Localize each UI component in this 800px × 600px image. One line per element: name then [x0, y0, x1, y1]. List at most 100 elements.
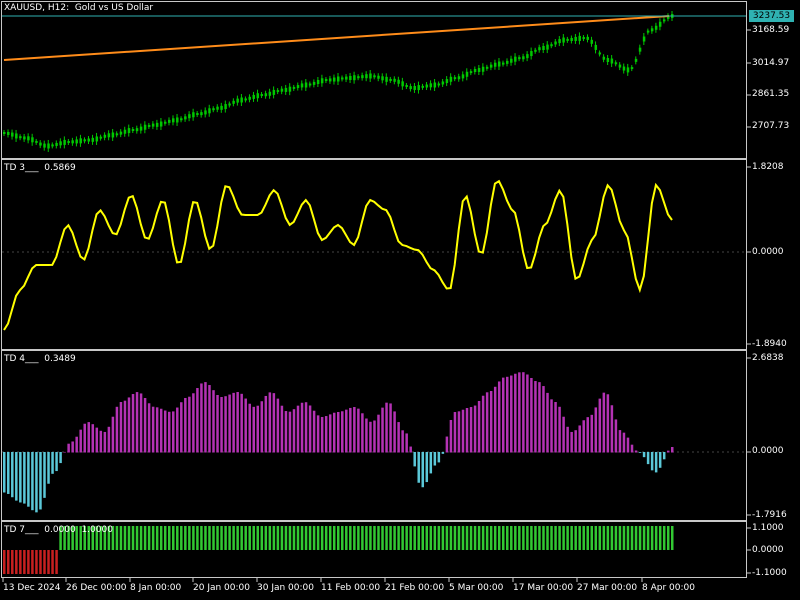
price-candle [320, 78, 324, 84]
td4-histogram-bar [421, 452, 425, 488]
price-candle [594, 44, 598, 50]
td4-histogram-bar [489, 391, 493, 453]
td7-histogram-bar [252, 526, 255, 550]
td7-histogram-bar [662, 526, 666, 550]
td7-indicator-pane[interactable] [1, 521, 747, 578]
td7-histogram-bar [320, 526, 324, 550]
td7-histogram-bar [493, 526, 497, 550]
td7-histogram-bar [534, 526, 537, 550]
td7-histogram-bar [31, 550, 34, 574]
td4-histogram-bar [131, 394, 135, 453]
td7-histogram-bar [127, 526, 131, 550]
td4-histogram-bar [228, 394, 231, 453]
price-candle [457, 76, 461, 80]
td7-histogram-bar [43, 550, 46, 574]
price-candle [445, 79, 449, 84]
td7-histogram-bar [184, 526, 187, 550]
td7-histogram-bar [425, 526, 429, 550]
td7-histogram-bar [39, 550, 42, 574]
td4-histogram-bar [630, 444, 634, 453]
price-candle [590, 39, 594, 44]
td4-histogram-bar [87, 422, 91, 453]
td4-histogram-bar [300, 402, 304, 453]
td4-indicator-pane[interactable] [1, 350, 747, 521]
td4-histogram-bar [284, 411, 288, 453]
td7-histogram-bar [55, 550, 58, 574]
td7-histogram-bar [204, 526, 207, 550]
price-candle [510, 58, 513, 63]
price-candle [47, 143, 50, 149]
td4-histogram-bar [345, 409, 348, 453]
td7-histogram-bar [75, 526, 78, 550]
td4-histogram-bar [35, 452, 38, 513]
td7-histogram-bar [87, 526, 91, 550]
td4-histogram-bar [180, 402, 183, 453]
td4-histogram-bar [590, 414, 594, 453]
price-candle [397, 79, 400, 84]
td7-histogram-bar [381, 526, 384, 550]
price-chart-pane[interactable] [1, 1, 747, 159]
price-candle [11, 132, 14, 137]
td7-histogram-bar [654, 526, 658, 550]
price-candle [598, 52, 602, 55]
td7-histogram-bar [622, 526, 626, 550]
price-candle [272, 89, 276, 95]
price-candle [328, 78, 332, 82]
td4-histogram-bar [602, 392, 606, 453]
price-candle [622, 66, 626, 71]
td7-histogram-bar [59, 526, 62, 550]
td7-histogram-bar [357, 526, 360, 550]
td3-indicator-pane[interactable] [1, 159, 747, 350]
price-candle [433, 82, 437, 88]
td7-histogram-bar [501, 526, 505, 550]
td7-histogram-bar [151, 526, 155, 550]
price-candle [63, 139, 66, 145]
td7-histogram-bar [485, 526, 489, 550]
td7-histogram-bar [582, 526, 585, 550]
td4-histogram-bar [75, 436, 78, 453]
price-candle [192, 112, 195, 118]
price-candle [107, 133, 111, 138]
td4-histogram-bar [546, 392, 549, 453]
td4-histogram-bar [671, 447, 674, 453]
td7-histogram-bar [312, 526, 316, 550]
td7-histogram-bar [143, 526, 147, 550]
td7-histogram-bar [638, 526, 642, 550]
td4-histogram-bar [151, 406, 155, 453]
td4-histogram-bar [320, 416, 324, 453]
price-candle [574, 36, 577, 41]
td7-histogram-bar [433, 526, 437, 550]
td4-histogram-bar [272, 393, 276, 453]
td4-histogram-bar [7, 452, 10, 494]
price-candle [180, 118, 183, 121]
td4-histogram-bar [586, 417, 589, 453]
price-candle [123, 129, 127, 134]
td7-histogram-bar [232, 526, 235, 550]
price-level-label: 3168.59 [752, 25, 790, 35]
td4-histogram-bar [39, 452, 42, 510]
price-candle [461, 74, 465, 79]
time-axis-label: 13 Dec 2024 [3, 583, 61, 593]
td7-histogram-bar [7, 550, 10, 574]
price-candle [196, 113, 199, 116]
td4-histogram-bar [316, 415, 320, 453]
td4-histogram-bar [332, 412, 336, 453]
td4-histogram-bar [184, 397, 187, 453]
td7-histogram-bar [610, 526, 614, 550]
td4-histogram-bar [473, 405, 477, 453]
price-candle [7, 131, 10, 135]
td7-histogram-bar [437, 526, 441, 550]
price-level-label: 2707.73 [752, 121, 790, 131]
td7-histogram-bar [107, 526, 111, 550]
td7-histogram-bar [248, 526, 251, 550]
td7-histogram-bar [67, 526, 70, 550]
price-candle [530, 51, 533, 57]
td7-histogram-bar [497, 526, 501, 550]
td4-histogram-bar [288, 411, 292, 453]
price-candle [405, 85, 408, 88]
td4-histogram-bar [95, 427, 99, 453]
td7-histogram-bar [256, 526, 260, 550]
td7-histogram-bar [216, 526, 219, 550]
price-candle [638, 47, 642, 52]
